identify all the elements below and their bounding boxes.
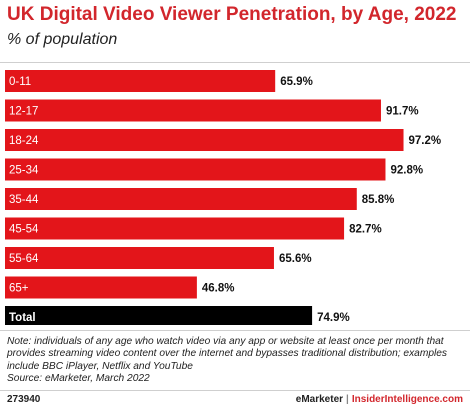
- category-label-total: Total: [9, 312, 36, 324]
- bar-45-54: [5, 217, 345, 240]
- value-label-25-34: 92.8%: [390, 165, 423, 177]
- note-divider: [0, 330, 470, 331]
- category-label-55-64: 55-64: [9, 253, 39, 265]
- source-text: Source: eMarketer, March 2022: [7, 373, 150, 385]
- brand-separator: |: [346, 394, 349, 405]
- value-label-35-44: 85.8%: [362, 194, 395, 206]
- category-label-18-24: 18-24: [9, 135, 39, 147]
- value-label-45-54: 82.7%: [349, 224, 382, 236]
- bar-35-44: [5, 188, 357, 210]
- bar-total: [5, 306, 313, 325]
- bar-chart: 0-11 65.9% 12-17 91.7% 18-24 97.2% 25-34 92.8% 3…: [5, 70, 442, 325]
- chart-subtitle: % of population: [7, 31, 118, 48]
- footer-divider: [0, 390, 470, 391]
- bar-18-24: [5, 129, 404, 151]
- brand-emarketer: eMarketer: [295, 394, 344, 405]
- category-label-35-44: 35-44: [9, 194, 39, 206]
- category-label-0-11: 0-11: [9, 76, 31, 88]
- top-divider: [0, 62, 470, 63]
- value-label-12-17: 91.7%: [386, 106, 419, 118]
- value-label-55-64: 65.6%: [279, 253, 312, 265]
- value-label-0-11: 65.9%: [280, 76, 313, 88]
- chart-note: Note: individuals of any age who watch v…: [7, 336, 469, 386]
- chart-title: UK Digital Video Viewer Penetration, by …: [7, 4, 457, 25]
- bar-65: [5, 276, 197, 299]
- category-label-45-54: 45-54: [9, 224, 39, 236]
- bar-25-34: [5, 158, 386, 181]
- category-label-25-34: 25-34: [9, 165, 39, 177]
- category-label-65: 65+: [9, 283, 29, 295]
- bar-0-11: [5, 70, 276, 92]
- value-label-18-24: 97.2%: [409, 135, 442, 147]
- value-label-65: 46.8%: [202, 283, 235, 295]
- category-label-12-17: 12-17: [9, 106, 38, 118]
- value-label-total: 74.9%: [317, 312, 350, 324]
- brand-insider-intelligence: InsiderIntelligence.com: [351, 394, 463, 405]
- bar-12-17: [5, 99, 381, 122]
- footer-brand: eMarketer | InsiderIntelligence.com: [296, 394, 463, 405]
- chart-id: 273940: [7, 394, 41, 405]
- bar-55-64: [5, 247, 274, 269]
- note-text: Note: individuals of any age who watch v…: [7, 336, 448, 372]
